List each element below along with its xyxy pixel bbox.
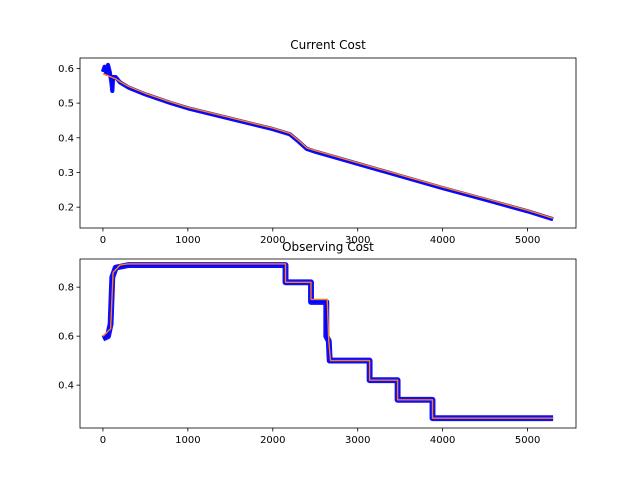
current-cost-y-tick-label-4: 0.6 — [58, 64, 74, 75]
observing-cost-x-ticks: 0 1000 2000 3000 4000 5000 — [100, 428, 540, 446]
observing-cost-title: Observing Cost — [282, 240, 374, 254]
observing-cost-axes-frame — [79, 258, 577, 429]
current-cost-y-ticks: 0.2 0.3 0.4 0.5 0.6 — [58, 64, 80, 214]
current-cost-x-tick-label-3: 3000 — [345, 235, 370, 246]
current-cost-y-tick-label-2: 0.4 — [58, 133, 74, 144]
current-cost-x-tick-label-1: 1000 — [175, 235, 200, 246]
observing-cost-y-tick-label-1: 0.6 — [58, 332, 74, 343]
observing-cost-y-ticks: 0.4 0.6 0.8 — [58, 283, 80, 392]
observing-cost-x-tick-label-2: 2000 — [260, 435, 285, 446]
observing-cost-x-tick-label-1: 1000 — [175, 435, 200, 446]
observing-cost-x-tick-label-4: 4000 — [430, 435, 455, 446]
observing-cost-x-tick-label-5: 5000 — [515, 435, 540, 446]
observing-cost-x-tick-label-0: 0 — [100, 435, 106, 446]
current-cost-axes-frame — [79, 57, 577, 229]
current-cost-series — [100, 62, 554, 222]
current-cost-x-tick-label-5: 5000 — [515, 235, 540, 246]
current-cost-title: Current Cost — [290, 38, 366, 52]
observing-cost-x-tick-label-3: 3000 — [345, 435, 370, 446]
current-cost-plot: Current Cost 0 1000 2000 3000 4000 5000 0.20.… — [58, 38, 577, 246]
observing-cost-series-1-line — [102, 263, 554, 419]
current-cost-x-tick-label-4: 4000 — [430, 235, 455, 246]
current-cost-x-tick-label-0: 0 — [100, 235, 106, 246]
current-cost-x-tick-label-2: 2000 — [260, 235, 285, 246]
observing-cost-y-tick-label-0: 0.4 — [58, 381, 74, 392]
current-cost-series-0-line — [102, 64, 554, 221]
current-cost-y-tick-label-0: 0.2 — [58, 203, 74, 214]
current-cost-y-tick-label-3: 0.5 — [58, 99, 74, 110]
observing-cost-plot: 0 1000 2000 3000 4000 5000 0.4 0.6 0.8 Observin… — [58, 240, 577, 446]
current-cost-series-1-line — [102, 72, 554, 219]
current-cost-x-ticks: 0 1000 2000 3000 4000 5000 — [100, 228, 540, 246]
current-cost-y-tick-label-1: 0.3 — [58, 168, 74, 179]
observing-cost-series — [101, 262, 554, 422]
observing-cost-y-tick-label-2: 0.8 — [58, 283, 74, 294]
